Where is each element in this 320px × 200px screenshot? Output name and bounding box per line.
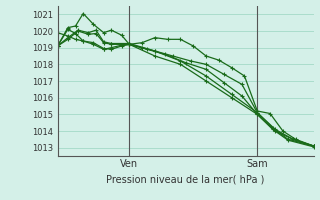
Text: Sam: Sam	[246, 159, 268, 169]
Text: Ven: Ven	[120, 159, 138, 169]
Text: Pression niveau de la mer( hPa ): Pression niveau de la mer( hPa )	[107, 174, 265, 184]
